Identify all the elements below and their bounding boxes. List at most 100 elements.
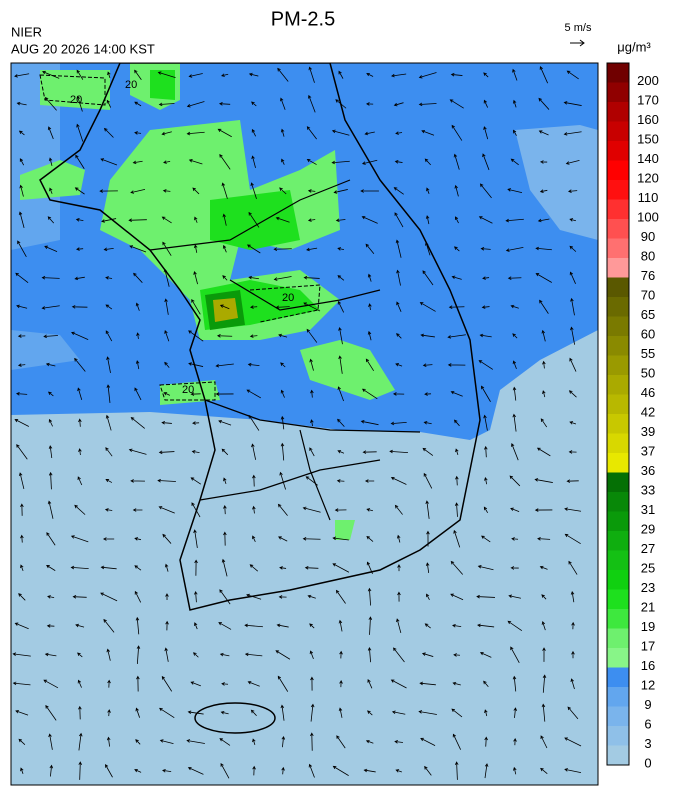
wind-arrow [505, 246, 524, 252]
colorbar-label: 12 [641, 677, 655, 692]
wind-scale-label: 5 m/s [565, 22, 592, 34]
wind-arrow [483, 126, 489, 140]
wind-arrow [450, 560, 464, 575]
wind-arrow [106, 648, 111, 661]
wind-arrow [303, 302, 321, 312]
wind-arrow [453, 529, 461, 548]
colorbar-label: 50 [641, 365, 655, 380]
wind-arrow [161, 420, 172, 425]
colorbar-label: 200 [637, 73, 659, 88]
wind-arrow [452, 681, 461, 686]
wind-arrow [48, 418, 53, 427]
wind-arrow [157, 478, 176, 483]
colorbar-swatch [607, 687, 629, 707]
wind-arrow [339, 680, 343, 688]
wind-arrow [134, 590, 142, 603]
wind-arrow [368, 303, 372, 311]
colorbar-label: 0 [644, 755, 651, 770]
wind-arrow [534, 478, 553, 483]
wind-arrow [194, 622, 198, 630]
wind-arrow [539, 66, 549, 84]
wind-arrow [158, 506, 175, 514]
wind-arrow [424, 623, 431, 629]
wind-arrow [45, 704, 57, 721]
wind-arrow [337, 275, 345, 281]
wind-arrow [188, 159, 203, 165]
wind-arrow [280, 415, 285, 430]
wind-arrow [310, 732, 314, 751]
wind-arrow [247, 362, 260, 367]
wind-arrow [306, 328, 318, 343]
wind-arrow [191, 450, 200, 454]
wind-arrow [281, 735, 286, 748]
wind-arrow [18, 211, 25, 228]
colorbar-label: 76 [641, 268, 655, 283]
wind-arrow [309, 623, 315, 629]
wind-arrow [571, 650, 575, 659]
wind-arrow [395, 363, 403, 367]
wind-arrow [336, 735, 346, 749]
wind-arrow [218, 102, 231, 106]
wind-arrow [17, 363, 26, 367]
wind-arrow [570, 297, 575, 316]
colorbar-label: 31 [641, 502, 655, 517]
wind-arrow [159, 739, 174, 745]
wind-arrow [75, 623, 85, 628]
wind-arrow [365, 739, 374, 744]
colorbar-label: 16 [641, 658, 655, 673]
wind-arrow [246, 593, 262, 600]
colorbar-swatch [607, 667, 629, 687]
wind-arrow [222, 244, 227, 253]
wind-arrow [48, 157, 53, 166]
wind-arrow [537, 218, 550, 223]
wind-arrow [542, 360, 546, 369]
wind-arrow [215, 392, 234, 396]
wind-arrow [390, 476, 407, 485]
wind-arrow [251, 443, 257, 460]
wind-arrow [455, 448, 459, 456]
colorbar-label: 3 [644, 736, 651, 751]
colorbar-swatch [607, 82, 629, 102]
wind-arrow [46, 532, 56, 546]
wind-arrow [193, 244, 198, 253]
colorbar-label: 150 [637, 131, 659, 146]
wind-arrow [48, 733, 53, 750]
wind-arrow [396, 333, 402, 339]
wind-arrow [362, 450, 377, 454]
colorbar-swatch [607, 550, 629, 570]
wind-arrow [19, 184, 24, 197]
wind-arrow [43, 679, 59, 689]
wind-arrow [309, 650, 314, 660]
wind-arrow [105, 447, 113, 457]
wind-arrow [397, 564, 401, 572]
wind-arrow [14, 419, 30, 427]
wind-arrow [484, 445, 488, 458]
contour-label: 20 [125, 79, 137, 91]
wind-arrow [275, 650, 291, 660]
wind-arrow [534, 508, 553, 512]
wind-arrow [567, 189, 578, 193]
wind-arrow [17, 240, 27, 258]
wind-arrow [510, 566, 519, 570]
wind-arrow [280, 362, 286, 368]
wind-arrow [47, 216, 55, 224]
wind-arrow [420, 333, 435, 338]
colorbar-label: 29 [641, 521, 655, 536]
wind-arrow [366, 72, 374, 77]
colorbar-label: 170 [637, 92, 659, 107]
wind-arrow [310, 676, 314, 691]
wind-arrow [223, 477, 227, 484]
wind-arrow [389, 449, 408, 454]
wind-arrow [422, 270, 434, 286]
wind-arrow [448, 305, 465, 309]
wind-arrow [394, 740, 403, 744]
wind-arrow [130, 479, 145, 483]
wind-arrow [74, 504, 86, 515]
wind-arrow [478, 216, 493, 224]
wind-arrow [484, 476, 488, 485]
wind-arrow [479, 183, 492, 199]
colorbar-swatch [607, 726, 629, 746]
wind-arrow [190, 477, 202, 485]
wind-arrow [251, 128, 257, 137]
wind-arrow [422, 363, 433, 367]
